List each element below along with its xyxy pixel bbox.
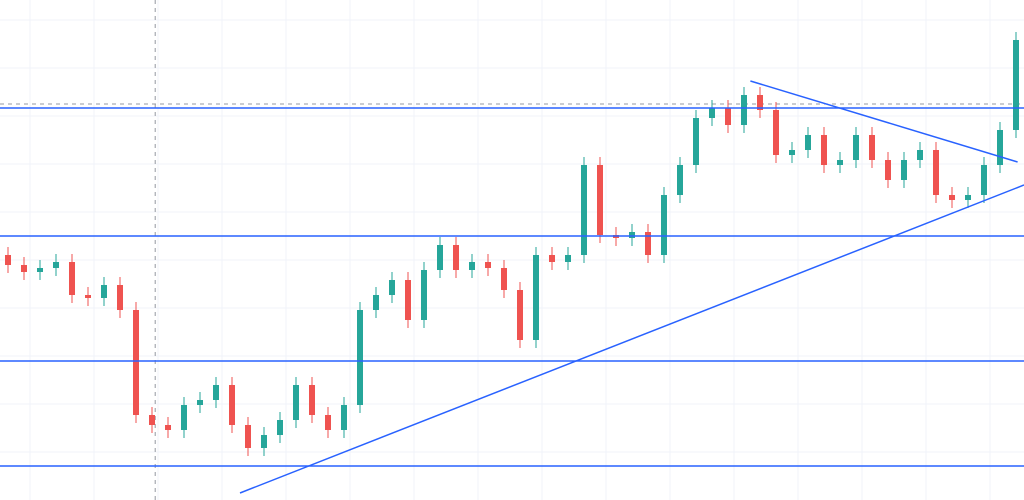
candle-body xyxy=(229,385,235,425)
candle-body xyxy=(373,295,379,310)
candle-body xyxy=(357,310,363,405)
candle-body xyxy=(917,150,923,160)
candle-body xyxy=(181,405,187,430)
candle-body xyxy=(997,130,1003,165)
candle-body xyxy=(133,310,139,415)
candle-body xyxy=(549,255,555,262)
candle-body xyxy=(453,245,459,270)
candle-body xyxy=(165,425,171,430)
candle-body xyxy=(773,110,779,155)
candle-body xyxy=(341,405,347,430)
candle-body xyxy=(869,135,875,160)
candle-body xyxy=(853,135,859,160)
candle-body xyxy=(661,195,667,255)
candle-body xyxy=(5,255,11,265)
candle-body xyxy=(437,245,443,270)
candle-body xyxy=(981,165,987,195)
candle-body xyxy=(117,285,123,310)
candle-body xyxy=(293,385,299,420)
candle-body xyxy=(37,268,43,272)
candle-body xyxy=(709,108,715,118)
candle-body xyxy=(517,290,523,340)
candle-body xyxy=(325,415,331,430)
candle-body xyxy=(261,435,267,448)
candle-body xyxy=(885,160,891,180)
candle-body xyxy=(581,165,587,255)
candle-body xyxy=(757,95,763,110)
candle-body xyxy=(597,165,603,235)
candle-body xyxy=(469,262,475,270)
candle-body xyxy=(629,232,635,238)
candle-body xyxy=(741,95,747,125)
candle-body xyxy=(69,262,75,295)
candle-body xyxy=(21,265,27,272)
candle-body xyxy=(837,160,843,165)
candle-body xyxy=(101,285,107,298)
candle-body xyxy=(53,262,59,268)
candle-body xyxy=(933,150,939,195)
candle-body xyxy=(213,385,219,400)
candle-body xyxy=(501,268,507,290)
candle-body xyxy=(789,150,795,155)
candle-body xyxy=(725,108,731,125)
trend-line xyxy=(239,184,1024,494)
candle-body xyxy=(1013,40,1019,130)
candle-body xyxy=(949,195,955,200)
candle-body xyxy=(693,118,699,165)
candle-body xyxy=(389,280,395,295)
trend-line xyxy=(750,80,1018,163)
candle-body xyxy=(821,135,827,165)
candle-body xyxy=(485,262,491,268)
candle-body xyxy=(677,165,683,195)
candle-body xyxy=(965,195,971,200)
candle-body xyxy=(85,295,91,298)
candle-body xyxy=(645,232,651,255)
candle-body xyxy=(197,400,203,405)
candle-body xyxy=(421,270,427,320)
candle-body xyxy=(805,135,811,150)
candle-body xyxy=(277,420,283,435)
candle-body xyxy=(901,160,907,180)
candle-body xyxy=(309,385,315,415)
candle-body xyxy=(533,255,539,340)
candle-body xyxy=(565,255,571,262)
candle-body xyxy=(245,425,251,448)
candle-body xyxy=(405,280,411,320)
candle-body xyxy=(149,415,155,425)
